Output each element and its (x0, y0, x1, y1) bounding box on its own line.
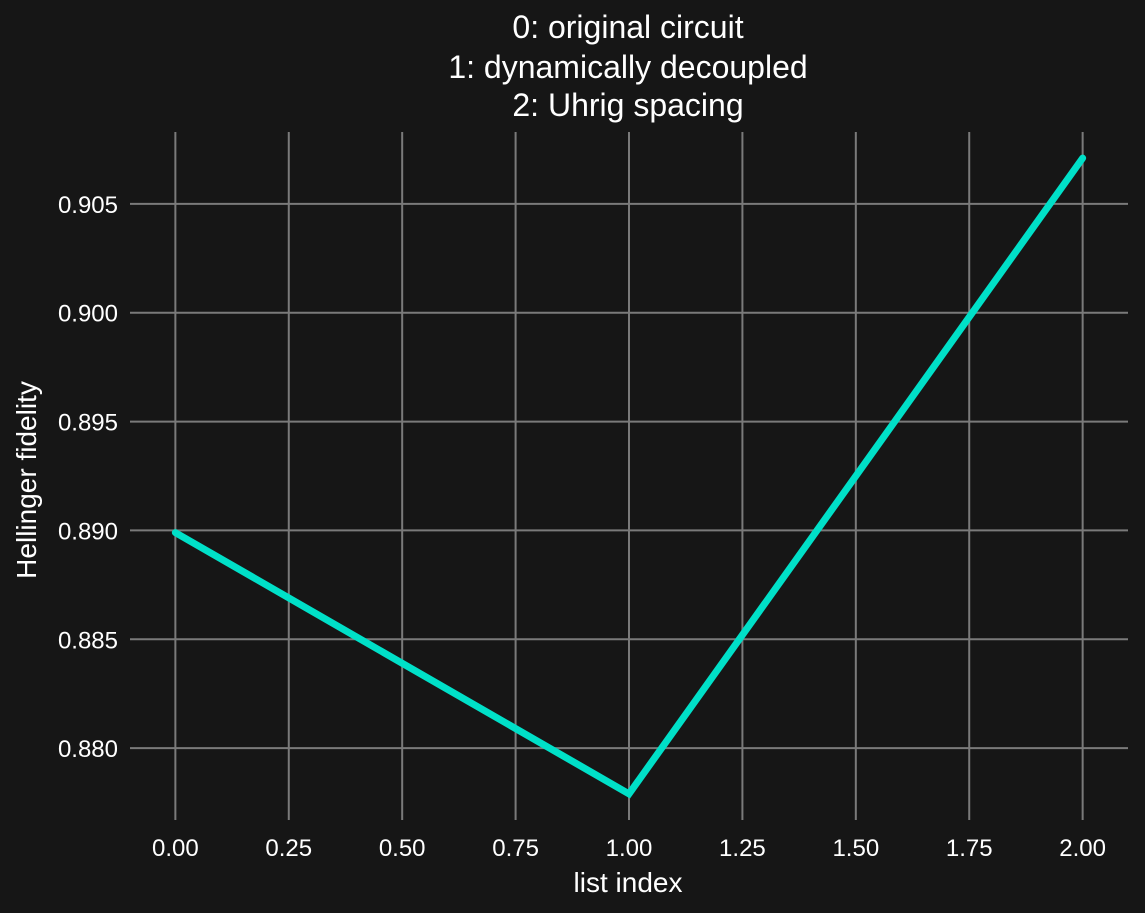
series-layer (171, 154, 1087, 799)
y-grid (130, 202, 1128, 750)
title-line-3: 2: Uhrig spacing (512, 87, 743, 123)
y-tick-label: 0.905 (58, 192, 118, 219)
y-tick-labels: 0.880 0.885 0.890 0.895 0.900 0.905 (58, 192, 118, 763)
chart-title: 0: original circuit 1: dynamically decou… (448, 9, 807, 123)
x-tick-label: 1.25 (719, 835, 766, 862)
x-tick-label: 1.50 (832, 835, 879, 862)
x-grid (174, 132, 1084, 820)
y-tick-label: 0.885 (58, 627, 118, 654)
title-line-2: 1: dynamically decoupled (448, 49, 807, 85)
x-tick-label: 1.75 (946, 835, 993, 862)
y-tick-label: 0.895 (58, 410, 118, 437)
y-tick-label: 0.880 (58, 736, 118, 763)
x-tick-label: 1.00 (606, 835, 653, 862)
x-tick-label: 0.25 (265, 835, 312, 862)
y-axis-label: Hellinger fidelity (11, 381, 42, 579)
y-tick-label: 0.900 (58, 301, 118, 328)
y-tick-label: 0.890 (58, 518, 118, 545)
title-line-1: 0: original circuit (512, 9, 743, 45)
x-tick-label: 0.00 (152, 835, 199, 862)
x-tick-label: 0.50 (379, 835, 426, 862)
x-tick-label: 0.75 (492, 835, 539, 862)
fidelity-line (171, 154, 1087, 799)
x-tick-labels: 0.00 0.25 0.50 0.75 1.00 1.25 1.50 1.75 2.00 (152, 835, 1106, 862)
x-tick-label: 2.00 (1059, 835, 1106, 862)
x-axis-label: list index (574, 867, 683, 898)
